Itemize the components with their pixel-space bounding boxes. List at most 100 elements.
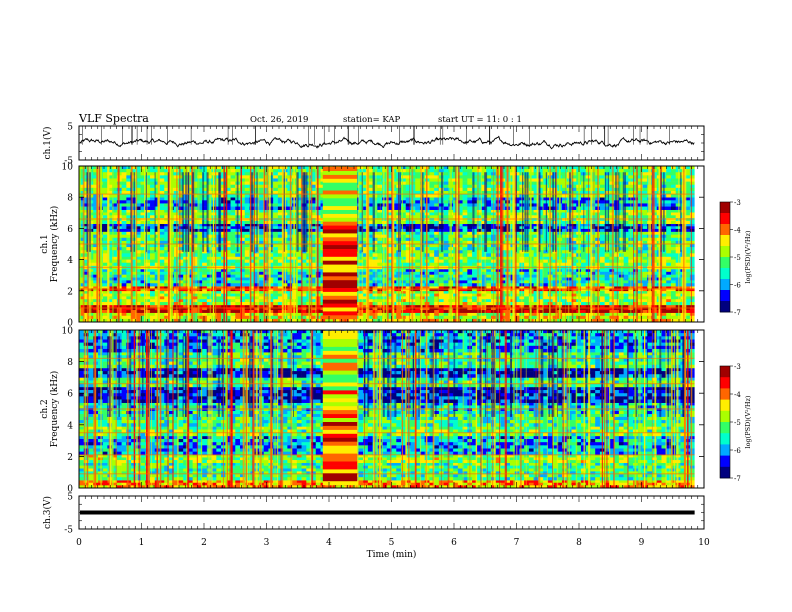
ch1-spectrogram-cell — [202, 286, 208, 289]
ch1-spectrogram-cell — [415, 274, 421, 278]
ch1-spectrogram-cell — [268, 215, 274, 219]
ch1-spectrogram-cell — [543, 256, 549, 260]
ch1-spectrogram-cell — [533, 293, 539, 297]
ch1-spectrogram-cell — [88, 212, 94, 216]
ch1-spectrogram-cell — [377, 253, 383, 257]
ch1-spectrogram-cell — [140, 277, 146, 281]
ch1-spectrogram-cell — [268, 274, 274, 278]
ch1-spectrogram-cell — [633, 315, 639, 320]
ch1-spectrogram-cell — [159, 256, 165, 260]
ch1-spectrogram-cell — [311, 312, 317, 317]
ch1-spectrogram-cell — [93, 250, 99, 254]
ch1-spectrogram-cell — [623, 231, 629, 235]
ch1-spectrogram-cell — [263, 310, 269, 313]
ch1-spectrogram-cell — [135, 280, 141, 284]
ch1-spectrogram-cell — [486, 304, 492, 308]
ch1-spectrogram-cell — [562, 259, 568, 264]
ch1-spectrogram-cell — [363, 231, 369, 235]
ch1-spectrogram-cell — [685, 209, 691, 213]
ch1-spectrogram-cell — [258, 250, 264, 254]
ch1-spectrogram-cell — [93, 218, 99, 222]
ch1-spectrogram-cell — [363, 299, 369, 303]
ch1-spectrogram-cell — [599, 310, 605, 313]
ch1-spectrogram-cell — [633, 318, 639, 323]
ch1-spectrogram-cell — [538, 274, 544, 278]
ch1-spectrogram-cell — [543, 315, 549, 320]
ch1-spectrogram-cell — [358, 223, 364, 227]
ch1-spectrogram-cell — [642, 226, 648, 230]
ch1-spectrogram-cell — [112, 253, 118, 257]
ch1-spectrogram-cell — [88, 290, 94, 294]
ch1-spectrogram-cell — [543, 304, 549, 308]
ch1-spectrogram-cell — [386, 299, 392, 303]
ch1-spectrogram-cell — [192, 307, 198, 311]
ch1-spectrogram-cell — [202, 212, 208, 216]
ch1-spectrogram-cell — [88, 209, 94, 213]
ch1-spectrogram-cell — [670, 256, 676, 260]
ch1-spectrogram-cell — [197, 286, 203, 289]
ch1-spectrogram-cell — [642, 237, 648, 242]
ch1-spectrogram-cell — [93, 293, 99, 297]
ch1-spectrogram-cell — [538, 259, 544, 264]
ch1-spectrogram-cell — [405, 231, 411, 235]
ch1-spectrogram-cell — [221, 253, 227, 257]
ch1-spectrogram-cell — [107, 296, 113, 300]
ch1-spectrogram-cell — [514, 280, 520, 284]
ch1-spectrogram-cell — [254, 290, 260, 294]
ch1-spectrogram-cell — [150, 240, 156, 245]
ch1-spectrogram-cell — [457, 215, 463, 219]
ch1-spectrogram-cell — [296, 290, 302, 294]
ch1-spectrogram-cell — [491, 304, 497, 308]
ch1-spectrogram-cell — [472, 286, 478, 289]
ch1-spectrogram-cell — [476, 310, 482, 313]
ch1-spectrogram-cell — [235, 274, 241, 278]
ch1-spectrogram-cell — [623, 268, 629, 273]
ch1-spectrogram-cell — [296, 310, 302, 313]
ch1-spectrogram-cell — [415, 259, 421, 264]
ch1-spectrogram-cell — [88, 274, 94, 278]
ch1-spectrogram-cell — [642, 215, 648, 219]
ch1-spectrogram-cell — [221, 293, 227, 297]
ch1-spectrogram-cell — [140, 271, 146, 275]
ch1-spectrogram-cell — [491, 223, 497, 227]
ch1-spectrogram-cell — [230, 240, 236, 245]
ch1-spectrogram-cell — [590, 234, 596, 239]
ch1-spectrogram-cell — [599, 223, 605, 227]
ch1-spectrogram-cell — [472, 231, 478, 235]
ch1-spectrogram-cell — [140, 312, 146, 317]
ch1-spectrogram-cell — [637, 262, 643, 267]
ch1-spectrogram-cell — [401, 283, 407, 287]
ch1-spectrogram-cell — [358, 237, 364, 242]
ch1-spectrogram-cell — [481, 290, 487, 294]
ch1-spectrogram-cell — [164, 290, 170, 294]
ch1-spectrogram-cell — [258, 315, 264, 320]
ch1-spectrogram-cell — [661, 304, 667, 308]
ch1-spectrogram-cell — [467, 231, 473, 235]
ch1-spectrogram-cell — [159, 268, 165, 273]
ch1-spectrogram-cell — [244, 312, 250, 317]
ch1-spectrogram-cell — [121, 318, 127, 323]
ch1-spectrogram-cell — [514, 315, 520, 320]
ch1-spectrogram-cell — [514, 234, 520, 239]
ch1-spectrogram-cell — [258, 274, 264, 278]
ch1-spectrogram-cell — [604, 234, 610, 239]
ch1-spectrogram-cell — [637, 307, 643, 311]
ch1-spectrogram-cell — [296, 277, 302, 281]
ch1-spectrogram-cell — [197, 226, 203, 230]
ch1-spectrogram-cell — [88, 223, 94, 227]
ch1-spectrogram-cell — [491, 209, 497, 213]
ch1-spectrogram-cell — [543, 312, 549, 317]
ch1-spectrogram-cell — [642, 256, 648, 260]
ch1-spectrogram-cell — [135, 234, 141, 239]
ch1-spectrogram-cell — [462, 223, 468, 227]
ch1-spectrogram-cell — [599, 302, 605, 306]
ch1-spectrogram-cell — [192, 218, 198, 222]
ch1-spectrogram-cell — [633, 268, 639, 273]
ch1-spectrogram-cell — [415, 226, 421, 230]
ch1-spectrogram-cell — [666, 302, 672, 306]
ch1-spectrogram-cell — [476, 318, 482, 323]
ch1-spectrogram-cell — [401, 228, 407, 232]
ch1-spectrogram-cell — [689, 209, 695, 213]
ch1-spectrogram-cell — [637, 231, 643, 235]
ch1-spectrogram-cell — [533, 307, 539, 311]
